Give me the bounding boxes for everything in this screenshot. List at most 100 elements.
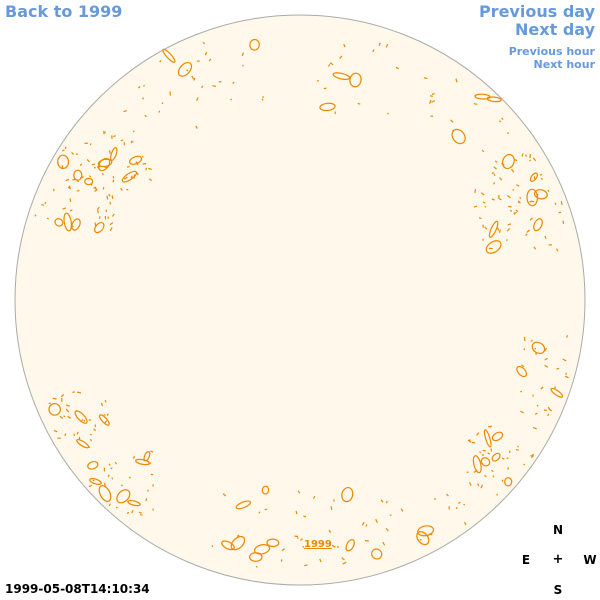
contour-mark	[484, 205, 487, 208]
contour-mark	[48, 403, 62, 416]
year-link[interactable]: 1999	[304, 539, 332, 550]
contour-mark	[480, 457, 491, 467]
contour-mark	[57, 154, 70, 169]
contour-mark	[97, 209, 99, 214]
contour-mark	[498, 229, 501, 233]
contour-mark	[507, 467, 510, 470]
contour-mark	[232, 81, 235, 84]
contour-mark	[332, 72, 351, 80]
contour-mark	[297, 490, 301, 494]
contour-mark	[472, 455, 482, 474]
contour-mark	[520, 364, 525, 368]
contour-mark	[261, 98, 264, 101]
contour-mark	[84, 177, 94, 186]
contour-mark	[83, 419, 86, 422]
contour-mark	[395, 66, 399, 70]
contour-mark	[328, 529, 332, 533]
compass-east-label: E	[521, 553, 531, 567]
next-day-link[interactable]: Next day	[515, 20, 595, 39]
contour-mark	[90, 183, 93, 186]
contour-mark	[254, 544, 271, 555]
contour-mark	[349, 72, 362, 88]
contour-mark	[139, 514, 143, 516]
contour-mark	[116, 489, 131, 504]
contour-mark	[97, 158, 113, 168]
contour-mark	[262, 95, 264, 98]
compass-center-mark: +	[552, 552, 564, 567]
next-hour-link[interactable]: Next hour	[533, 58, 596, 71]
contour-mark	[385, 527, 389, 532]
compass-south-label: S	[553, 583, 563, 597]
contour-mark	[530, 340, 533, 342]
contour-mark	[89, 438, 93, 442]
contour-mark	[94, 186, 98, 191]
contour-mark	[562, 358, 567, 362]
contour-mark	[111, 195, 114, 199]
contour-mark	[506, 195, 511, 199]
contour-mark	[507, 205, 512, 208]
contour-mark	[533, 246, 537, 250]
contour-mark	[525, 233, 528, 236]
contour-mark	[482, 449, 486, 452]
contour-mark	[113, 135, 116, 138]
contour-mark	[498, 120, 502, 123]
contour-mark	[112, 179, 115, 183]
contour-mark	[89, 478, 102, 485]
contour-mark	[473, 205, 478, 208]
contour-mark	[132, 130, 135, 133]
contour-mark	[478, 217, 482, 219]
contour-mark	[491, 431, 504, 442]
contour-mark	[88, 175, 92, 178]
contour-mark	[302, 546, 305, 548]
contour-mark	[492, 182, 496, 185]
contour-mark	[498, 197, 502, 201]
contour-mark	[145, 498, 148, 502]
back-to-year-link[interactable]: Back to 1999	[5, 2, 123, 21]
contour-mark	[79, 163, 83, 167]
contour-mark	[494, 160, 498, 163]
contour-mark	[467, 439, 472, 443]
contour-mark	[361, 521, 365, 526]
contour-mark	[73, 169, 83, 181]
contour-mark	[543, 409, 547, 412]
contour-mark	[148, 178, 153, 182]
contour-mark	[458, 501, 461, 504]
contour-mark	[491, 452, 501, 462]
contour-mark	[266, 538, 280, 548]
contour-mark	[523, 463, 526, 466]
contour-mark	[524, 154, 528, 157]
contour-mark	[526, 229, 530, 233]
contour-mark	[477, 483, 480, 487]
contour-mark	[300, 538, 303, 541]
contour-mark	[150, 450, 154, 453]
contour-mark	[108, 463, 111, 466]
previous-day-link[interactable]: Previous day	[478, 2, 595, 21]
contour-mark	[81, 419, 84, 421]
contour-mark	[67, 415, 72, 419]
contour-mark	[539, 173, 543, 176]
contour-mark	[506, 239, 508, 241]
contour-mark	[196, 97, 199, 101]
contour-mark	[510, 168, 515, 173]
contour-mark	[92, 479, 95, 482]
contour-mark	[341, 486, 354, 503]
contour-mark	[342, 561, 347, 565]
contour-mark	[501, 153, 515, 170]
contour-mark	[501, 457, 505, 460]
contour-mark	[341, 557, 345, 561]
contour-mark	[550, 387, 564, 398]
previous-hour-link[interactable]: Previous hour	[508, 45, 595, 58]
contour-mark	[372, 49, 375, 53]
contour-mark	[123, 110, 127, 113]
contour-mark	[109, 227, 113, 232]
contour-mark	[514, 211, 517, 214]
contour-mark	[560, 200, 563, 206]
contour-mark	[94, 222, 97, 227]
contour-mark	[506, 457, 509, 460]
contour-mark	[548, 408, 552, 412]
contour-mark	[493, 166, 497, 170]
contour-mark	[473, 103, 478, 105]
contour-mark	[142, 97, 145, 100]
contour-mark	[144, 114, 147, 118]
contour-mark	[491, 198, 495, 201]
